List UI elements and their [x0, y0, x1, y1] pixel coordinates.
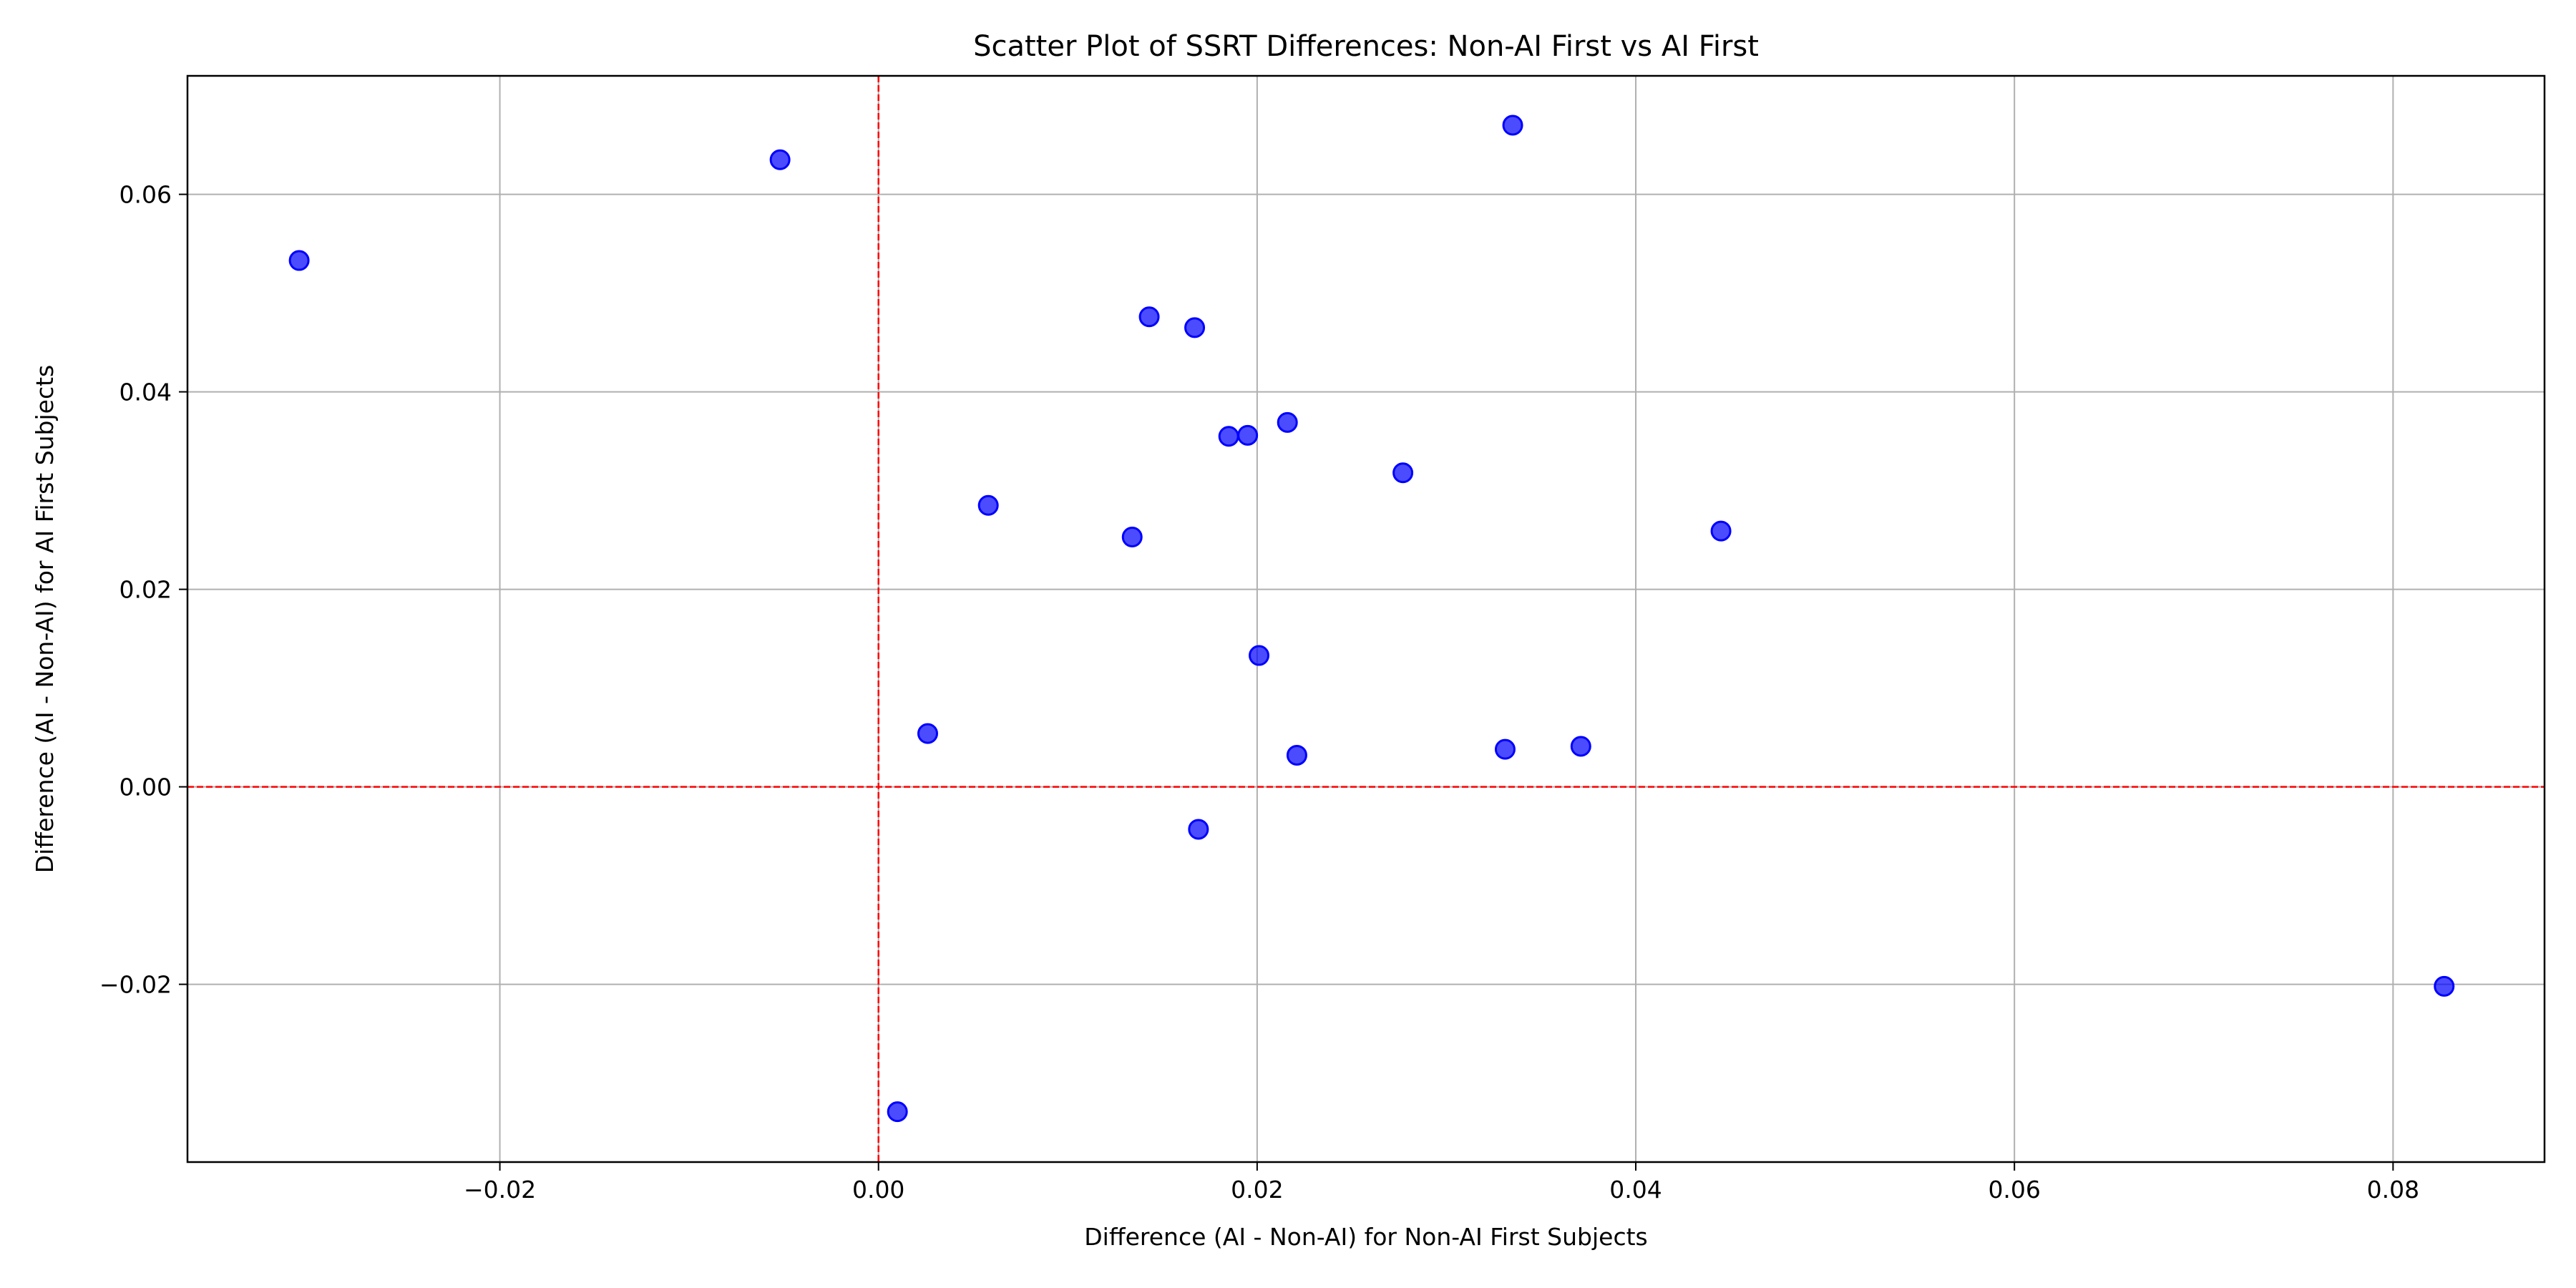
x-tick-label: 0.02 [1231, 1176, 1283, 1204]
data-point [1121, 526, 1143, 547]
x-tick-label: −0.02 [464, 1176, 536, 1204]
data-point [2434, 975, 2455, 997]
y-tick-label: 0.04 [119, 379, 172, 406]
y-tick-label: −0.02 [99, 971, 172, 999]
data-points [288, 114, 2455, 1123]
data-point [1188, 819, 1209, 840]
data-point [1218, 426, 1239, 447]
reference-lines [187, 76, 2545, 1162]
data-point [1710, 520, 1732, 542]
x-axis-ticks: −0.02 0.00 0.02 0.04 0.06 0.08 [464, 1162, 2419, 1204]
y-axis-label: Difference (AI - Non-AI) for AI First Su… [31, 365, 59, 873]
data-point [1494, 738, 1516, 760]
data-point [1249, 645, 1270, 666]
data-point [1138, 306, 1160, 328]
x-tick-label: 0.00 [852, 1176, 904, 1204]
data-point [917, 723, 939, 744]
data-point [977, 494, 999, 516]
y-tick-label: 0.02 [119, 576, 172, 604]
data-point [1237, 424, 1259, 446]
data-point [1286, 744, 1307, 766]
y-tick-label: 0.00 [119, 774, 172, 801]
data-point [769, 149, 791, 170]
data-point [1502, 114, 1523, 136]
x-tick-label: 0.04 [1609, 1176, 1662, 1204]
data-point [1570, 736, 1591, 757]
x-tick-label: 0.06 [1988, 1176, 2040, 1204]
y-tick-label: 0.06 [119, 181, 172, 209]
plot-frame [186, 74, 2546, 1163]
data-point [1392, 462, 1414, 484]
data-point [288, 250, 310, 271]
data-point [1184, 317, 1206, 338]
data-point [887, 1101, 908, 1123]
x-axis-label: Difference (AI - Non-AI) for Non-AI Firs… [1084, 1223, 1647, 1251]
x-tick-label: 0.08 [2367, 1176, 2419, 1204]
data-point [1277, 411, 1298, 433]
chart-title: Scatter Plot of SSRT Differences: Non-AI… [973, 30, 1759, 63]
y-axis-ticks: −0.02 0.00 0.02 0.04 0.06 [99, 181, 187, 999]
grid-lines [187, 76, 2545, 1162]
